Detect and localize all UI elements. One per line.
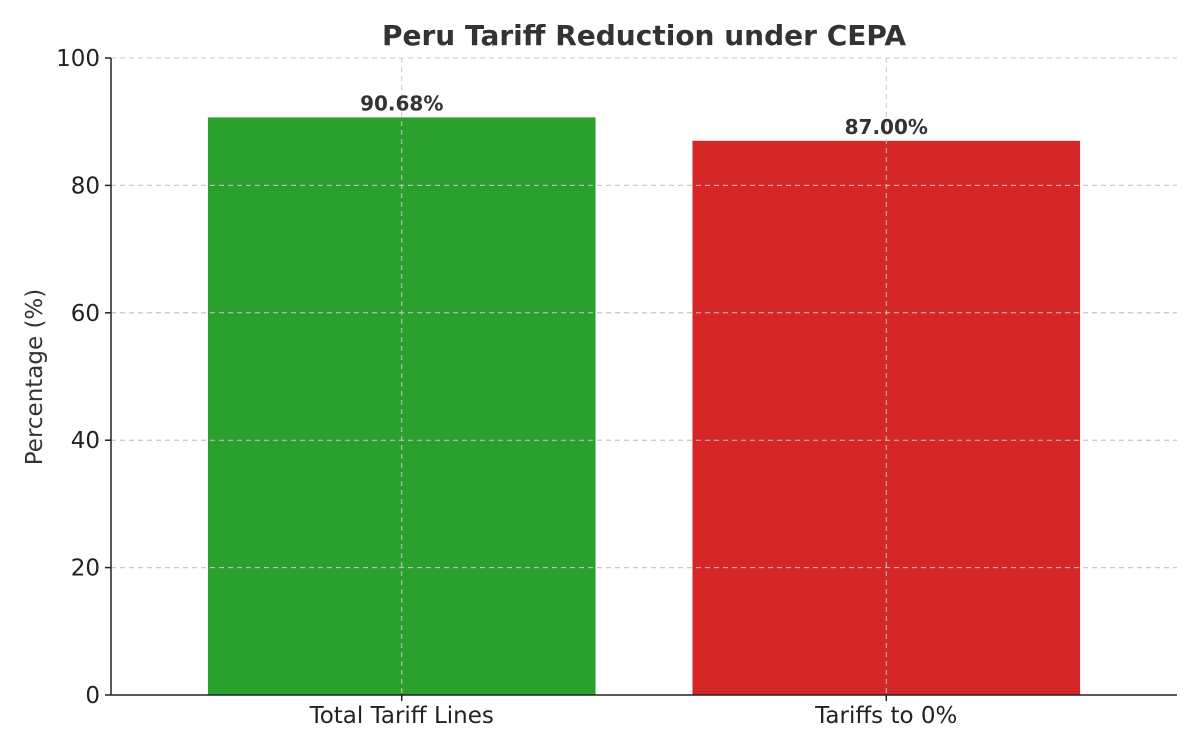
y-tick-label: 60 xyxy=(71,301,100,327)
y-tick-label: 100 xyxy=(56,46,100,72)
x-tick-label: Total Tariff Lines xyxy=(309,703,494,729)
y-tick-label: 80 xyxy=(71,173,100,199)
bars xyxy=(207,117,1081,695)
y-axis-label: Percentage (%) xyxy=(22,289,48,466)
chart-title: Peru Tariff Reduction under CEPA xyxy=(382,19,906,52)
y-tick-label: 40 xyxy=(71,428,100,454)
x-tick-label: Tariffs to 0% xyxy=(814,703,957,729)
bar-value-label: 90.68% xyxy=(360,91,443,115)
y-tick-label: 20 xyxy=(71,556,100,582)
y-tick-label: 0 xyxy=(85,683,100,709)
vertical-grid-lines xyxy=(111,57,1177,695)
bar-value-label: 87.00% xyxy=(845,115,928,139)
data-labels: 90.68% 87.00% xyxy=(360,91,928,138)
axes: 0 20 40 60 80 100 Total Tariff Lines Tariffs to… xyxy=(56,46,1177,729)
